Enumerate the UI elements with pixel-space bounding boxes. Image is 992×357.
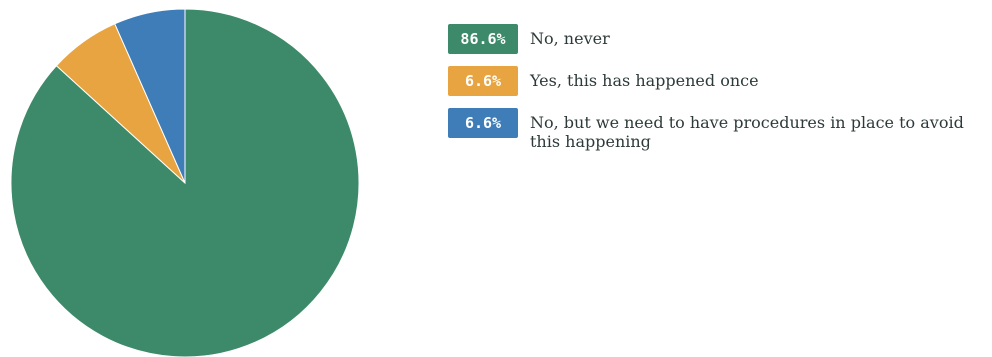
legend-label-need-procedures: No, but we need to have procedures in pl… — [530, 113, 964, 151]
legend-label-no-never: No, never — [530, 29, 610, 48]
legend-badge-no-never: 86.6% — [448, 24, 518, 54]
legend-badge-happened-once: 6.6% — [448, 66, 518, 96]
pie-slice-need-procedures — [114, 8, 186, 184]
legend-item-need-procedures: 6.6% No, but we need to have procedures … — [448, 108, 988, 151]
legend-badge-need-procedures: 6.6% — [448, 108, 518, 138]
legend: 86.6% No, never 6.6% Yes, this has happe… — [448, 24, 988, 163]
pie-chart — [10, 8, 360, 357]
legend-label-happened-once: Yes, this has happened once — [530, 71, 759, 90]
legend-item-no-never: 86.6% No, never — [448, 24, 988, 54]
legend-item-happened-once: 6.6% Yes, this has happened once — [448, 66, 988, 96]
